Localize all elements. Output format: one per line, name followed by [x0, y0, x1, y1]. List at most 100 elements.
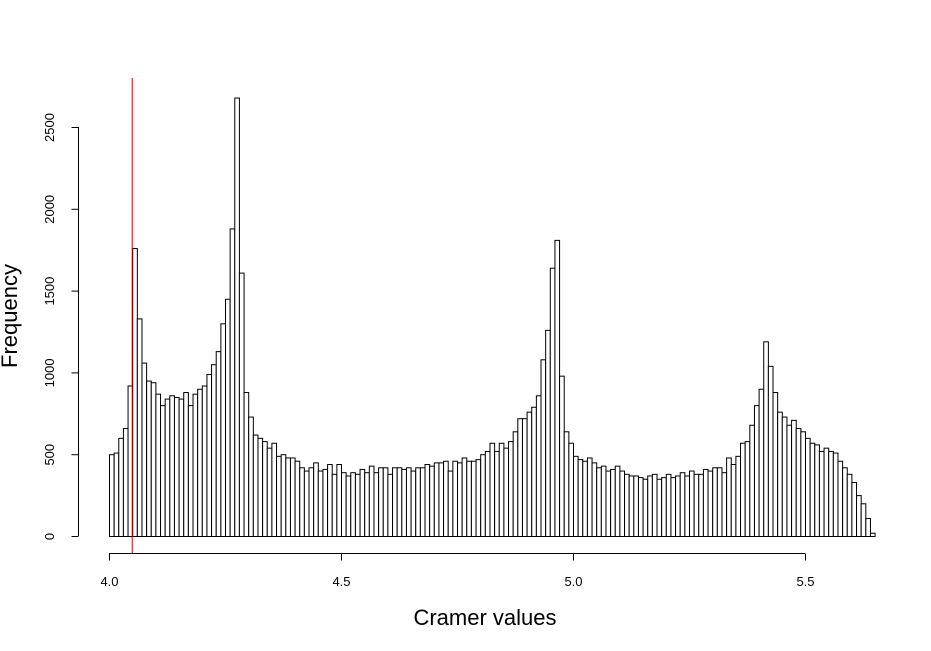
histogram-bar	[610, 468, 616, 538]
histogram-bar	[424, 464, 431, 537]
histogram-bar	[633, 475, 639, 537]
histogram-bar	[828, 450, 834, 538]
y-tick-label: 500	[42, 444, 57, 466]
histogram-bar	[568, 442, 574, 537]
x-axis-title: Cramer values	[413, 605, 556, 630]
histogram-bar	[457, 462, 463, 538]
histogram-bar	[211, 364, 217, 537]
y-tick-label: 2500	[42, 113, 57, 142]
histogram-bar	[503, 447, 510, 538]
histogram-bar	[229, 228, 236, 537]
histogram-bar	[540, 359, 547, 538]
histogram-bar	[257, 437, 264, 537]
histogram-bar	[299, 467, 305, 537]
histogram-bar	[716, 467, 723, 537]
histogram-bar	[141, 362, 148, 538]
histogram-bar	[410, 470, 417, 537]
histogram-bar	[113, 452, 120, 537]
histogram-bar	[354, 473, 361, 537]
histogram-bar	[489, 442, 496, 537]
histogram-bar	[401, 468, 407, 538]
histogram-bar	[466, 460, 472, 537]
histogram-bar	[614, 465, 621, 538]
histogram-bar	[689, 470, 695, 537]
histogram-bar	[726, 457, 732, 537]
histogram-bar	[591, 462, 598, 538]
histogram-bar	[749, 424, 755, 538]
histogram-bar	[271, 442, 278, 537]
histogram-bar	[475, 459, 482, 537]
histogram-bar	[150, 382, 157, 537]
histogram-bar	[183, 392, 189, 538]
histogram-bar	[600, 465, 607, 538]
histogram-bar	[396, 467, 403, 537]
histogram-bar	[447, 470, 454, 537]
histogram-bar	[559, 375, 565, 537]
histogram-bar	[368, 465, 375, 538]
histogram-bar	[535, 395, 542, 537]
histogram-bar	[596, 467, 602, 537]
histogram-bar	[373, 472, 380, 538]
histogram-bar	[851, 482, 858, 537]
histogram-bar	[777, 411, 783, 537]
histogram-bar	[118, 437, 124, 537]
histogram-bars	[109, 97, 876, 538]
histogram-bar	[549, 267, 556, 537]
histogram-bar	[206, 374, 213, 538]
histogram-bar	[317, 470, 324, 537]
histogram-bar	[661, 477, 667, 538]
x-axis: 4.0 4.5 5.0 5.5	[100, 553, 815, 589]
histogram-bar	[582, 460, 588, 537]
histogram-bar	[624, 473, 630, 537]
histogram-bar	[192, 393, 199, 537]
histogram-bar	[512, 431, 519, 537]
histogram-bar	[675, 475, 681, 537]
y-tick-label: 2000	[42, 195, 57, 224]
y-axis: 0 500 1000 1500 2000 2500	[42, 113, 79, 540]
histogram-bar	[327, 464, 333, 537]
histogram-bar	[405, 467, 412, 537]
histogram-bar	[763, 341, 769, 538]
histogram-bar	[280, 454, 287, 538]
histogram-bar	[433, 462, 440, 538]
histogram-bar	[336, 464, 342, 537]
histogram-bar	[573, 455, 579, 537]
histogram-bar	[187, 405, 194, 537]
histogram-bar	[786, 424, 793, 538]
histogram-bar	[132, 248, 138, 537]
histogram-bar	[545, 329, 551, 538]
histogram-bar	[359, 468, 366, 538]
histogram-bar	[303, 470, 310, 537]
y-tick-label: 0	[42, 533, 57, 540]
histogram-bar	[461, 457, 468, 537]
histogram-bar	[285, 457, 291, 537]
histogram-bar	[238, 272, 245, 537]
histogram-bar	[419, 467, 426, 537]
y-tick-label: 1000	[42, 358, 57, 387]
histogram-bar	[563, 431, 570, 537]
histogram-bar	[289, 457, 296, 537]
histogram-bar	[670, 477, 677, 538]
histogram-bar	[665, 473, 672, 537]
histogram-bar	[146, 380, 152, 537]
histogram-bar	[498, 442, 505, 537]
histogram-bar	[805, 437, 811, 537]
histogram-bar	[109, 454, 115, 538]
histogram-bar	[470, 460, 477, 537]
histogram-bar	[823, 447, 830, 538]
histogram-bar	[197, 388, 203, 538]
histogram-bar	[744, 441, 751, 537]
histogram-bar	[364, 472, 370, 538]
histogram-bar	[772, 392, 779, 538]
histogram-bar	[155, 393, 162, 537]
histogram-bar	[378, 467, 384, 537]
histogram-bar	[308, 467, 315, 537]
histogram-bar	[201, 385, 208, 537]
histogram-bar	[262, 441, 268, 537]
histogram-bar	[494, 450, 500, 538]
histogram-bar	[415, 467, 421, 537]
histogram-bar	[577, 459, 584, 537]
histogram-bar	[818, 450, 825, 538]
histogram-bar	[294, 460, 301, 537]
histogram-bar	[443, 460, 449, 537]
